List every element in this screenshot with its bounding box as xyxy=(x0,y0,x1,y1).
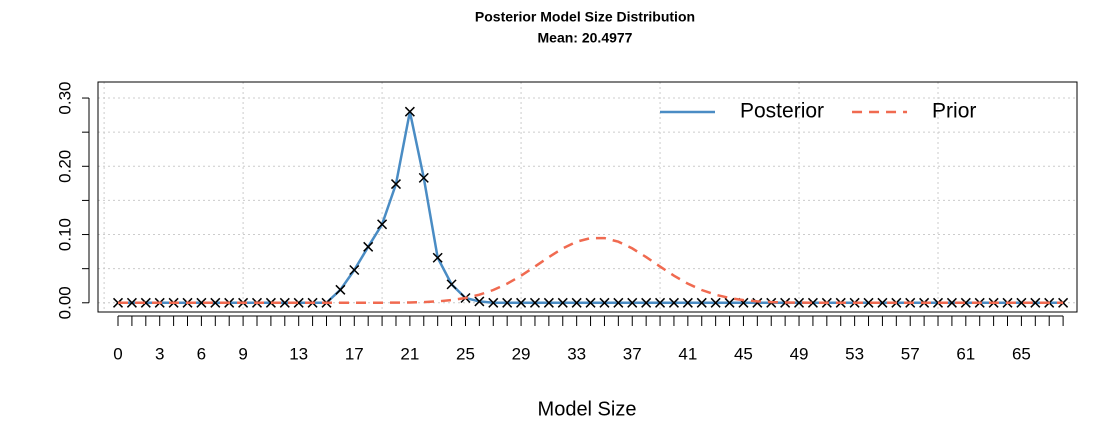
point-marker xyxy=(1016,297,1027,308)
point-marker xyxy=(502,297,513,308)
point-marker xyxy=(335,284,346,295)
point-marker xyxy=(668,297,679,308)
chart-title: Posterior Model Size Distribution xyxy=(475,9,695,25)
point-marker xyxy=(641,297,652,308)
point-marker xyxy=(210,297,221,308)
x-tick-label: 61 xyxy=(956,344,975,363)
point-marker xyxy=(1030,297,1041,308)
point-marker xyxy=(877,297,888,308)
point-marker xyxy=(529,297,540,308)
point-marker xyxy=(557,297,568,308)
legend-label: Posterior xyxy=(740,100,824,123)
legend-label: Prior xyxy=(932,100,976,123)
point-marker xyxy=(293,297,304,308)
x-tick-label: 29 xyxy=(512,344,531,363)
point-marker xyxy=(390,179,402,190)
point-marker xyxy=(794,297,805,308)
series-line xyxy=(118,111,1064,305)
point-marker xyxy=(655,297,666,308)
x-tick-label: 13 xyxy=(289,344,308,363)
point-marker xyxy=(613,297,624,308)
point-marker xyxy=(960,297,971,308)
plot-frame xyxy=(97,81,1078,313)
point-marker xyxy=(196,297,207,308)
x-tick-label: 49 xyxy=(790,344,809,363)
x-tick-label: 25 xyxy=(456,344,475,363)
point-marker xyxy=(432,252,443,263)
x-tick-label: 57 xyxy=(901,344,920,363)
x-tick-label: 9 xyxy=(238,344,247,363)
point-marker xyxy=(265,297,276,308)
x-tick-label: 0 xyxy=(113,344,122,363)
point-marker xyxy=(724,297,735,308)
point-marker xyxy=(404,106,415,117)
x-tick-label: 33 xyxy=(567,344,586,363)
point-marker xyxy=(488,297,499,308)
point-marker xyxy=(140,297,151,308)
x-tick-label: 21 xyxy=(400,344,419,363)
y-tick-label: 0.10 xyxy=(55,218,74,251)
point-marker xyxy=(696,297,707,308)
point-marker xyxy=(543,297,554,308)
point-marker xyxy=(279,297,290,308)
point-marker xyxy=(349,264,360,276)
point-marker xyxy=(446,279,457,290)
y-tick-label: 0.20 xyxy=(55,150,74,183)
point-marker xyxy=(807,297,818,308)
point-marker xyxy=(571,297,582,308)
x-tick-label: 45 xyxy=(734,344,753,363)
point-marker xyxy=(752,297,763,308)
point-marker xyxy=(377,219,388,230)
point-marker xyxy=(946,297,957,308)
point-marker xyxy=(585,297,596,308)
point-marker xyxy=(474,296,485,307)
point-marker xyxy=(599,297,610,308)
x-tick-label: 41 xyxy=(678,344,697,363)
y-tick-label: 0.30 xyxy=(55,81,74,114)
x-tick-label: 3 xyxy=(155,344,164,363)
x-tick-label: 17 xyxy=(345,344,364,363)
x-axis-label: Model Size xyxy=(538,398,637,420)
chart-subtitle: Mean: 20.4977 xyxy=(538,30,633,46)
point-marker xyxy=(418,172,429,183)
point-marker xyxy=(126,297,137,308)
point-marker xyxy=(682,297,693,308)
x-tick-label: 65 xyxy=(1012,344,1031,363)
point-marker xyxy=(363,241,374,252)
x-tick-label: 37 xyxy=(623,344,642,363)
series-line xyxy=(118,236,1064,305)
x-tick-label: 6 xyxy=(197,344,206,363)
point-marker xyxy=(710,297,721,308)
y-tick-label: 0.00 xyxy=(55,286,74,319)
x-tick-label: 53 xyxy=(845,344,864,363)
point-marker xyxy=(516,297,527,308)
point-marker xyxy=(627,297,638,308)
point-marker xyxy=(863,297,874,308)
